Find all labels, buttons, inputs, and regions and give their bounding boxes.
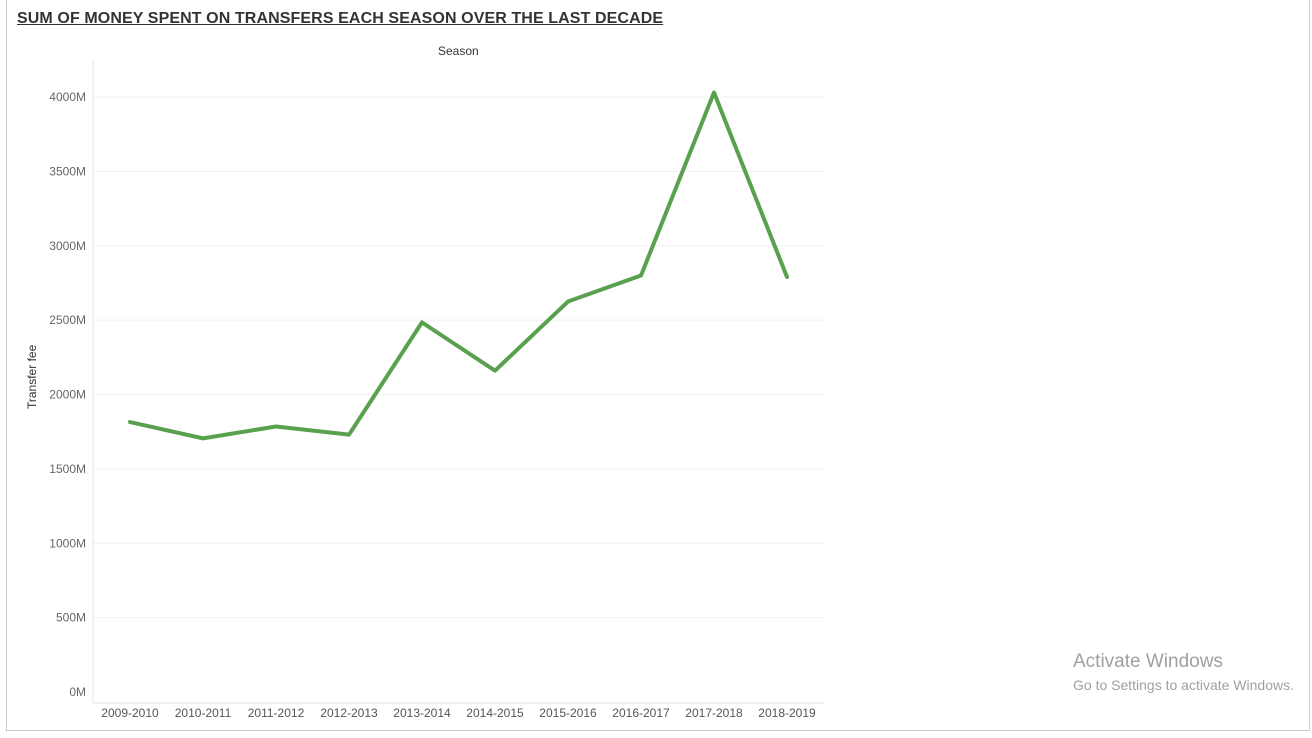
y-tick-label: 3000M — [49, 239, 86, 253]
data-point[interactable] — [124, 416, 136, 428]
x-axis-header: Season — [438, 44, 479, 58]
data-point[interactable] — [708, 87, 720, 99]
data-point[interactable] — [343, 429, 355, 441]
data-point[interactable] — [781, 271, 793, 283]
data-point[interactable] — [635, 270, 647, 282]
watermark-subtitle: Go to Settings to activate Windows. — [1073, 677, 1294, 693]
data-point[interactable] — [489, 365, 501, 377]
x-tick-label: 2010-2011 — [175, 706, 232, 720]
x-tick-label: 2018-2019 — [758, 706, 816, 720]
y-tick-labels: 0M 500M 1000M 1500M 2000M 2500M 3000M 3500M 4000… — [49, 90, 86, 699]
x-tick-label: 2011-2012 — [248, 706, 305, 720]
dashboard-frame — [6, 0, 1310, 731]
x-tick-label: 2014-2015 — [466, 706, 524, 720]
x-tick-label: 2015-2016 — [539, 706, 597, 720]
data-point[interactable] — [562, 296, 574, 308]
y-tick-label: 1500M — [49, 462, 86, 476]
x-tick-label: 2016-2017 — [612, 706, 670, 720]
y-tick-label: 0M — [69, 685, 86, 699]
chart-title: SUM OF MONEY SPENT ON TRANSFERS EACH SEA… — [17, 10, 664, 27]
y-tick-label: 4000M — [49, 90, 86, 104]
x-tick-label: 2009-2010 — [101, 706, 159, 720]
watermark-title: Activate Windows — [1073, 651, 1223, 672]
x-tick-label: 2012-2013 — [320, 706, 378, 720]
y-tick-label: 500M — [56, 611, 86, 625]
gridlines — [93, 96, 824, 619]
y-tick-label: 2500M — [49, 313, 86, 327]
x-tick-label: 2013-2014 — [393, 706, 451, 720]
y-tick-label: 3500M — [49, 164, 86, 178]
x-tick-label: 2017-2018 — [685, 706, 743, 720]
series-line[interactable] — [128, 90, 789, 441]
data-point[interactable] — [416, 316, 428, 328]
y-tick-label: 1000M — [49, 536, 86, 550]
data-point[interactable] — [270, 420, 282, 432]
x-tick-labels: 2009-2010 2010-2011 2011-2012 2012-2013 2013… — [101, 706, 816, 720]
y-tick-label: 2000M — [49, 388, 86, 402]
data-point[interactable] — [197, 432, 209, 444]
windows-activation-watermark: Activate Windows Go to Settings to activ… — [1073, 651, 1294, 695]
series-transfer-fee[interactable] — [124, 87, 793, 445]
